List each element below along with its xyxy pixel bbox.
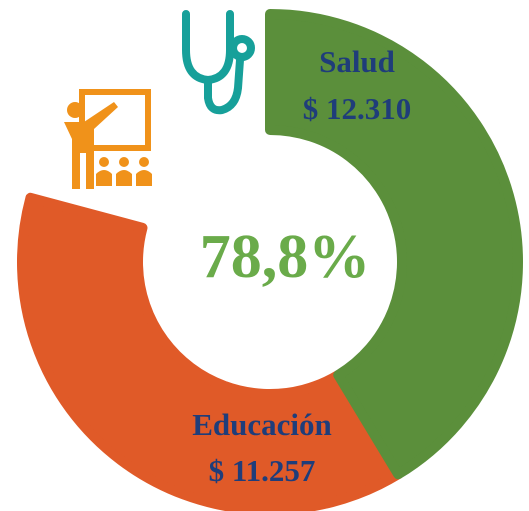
segment-name: Salud: [319, 44, 395, 79]
teacher-icon: [64, 89, 152, 189]
segment-value: $ 11.257: [209, 453, 316, 488]
stethoscope-icon: [182, 10, 255, 115]
segment-value: $ 12.310: [303, 91, 412, 126]
donut-segment: [265, 9, 523, 480]
donut-segment: [17, 192, 404, 511]
center-label: 78,8%: [200, 223, 371, 291]
segment-name: Educación: [192, 407, 332, 442]
